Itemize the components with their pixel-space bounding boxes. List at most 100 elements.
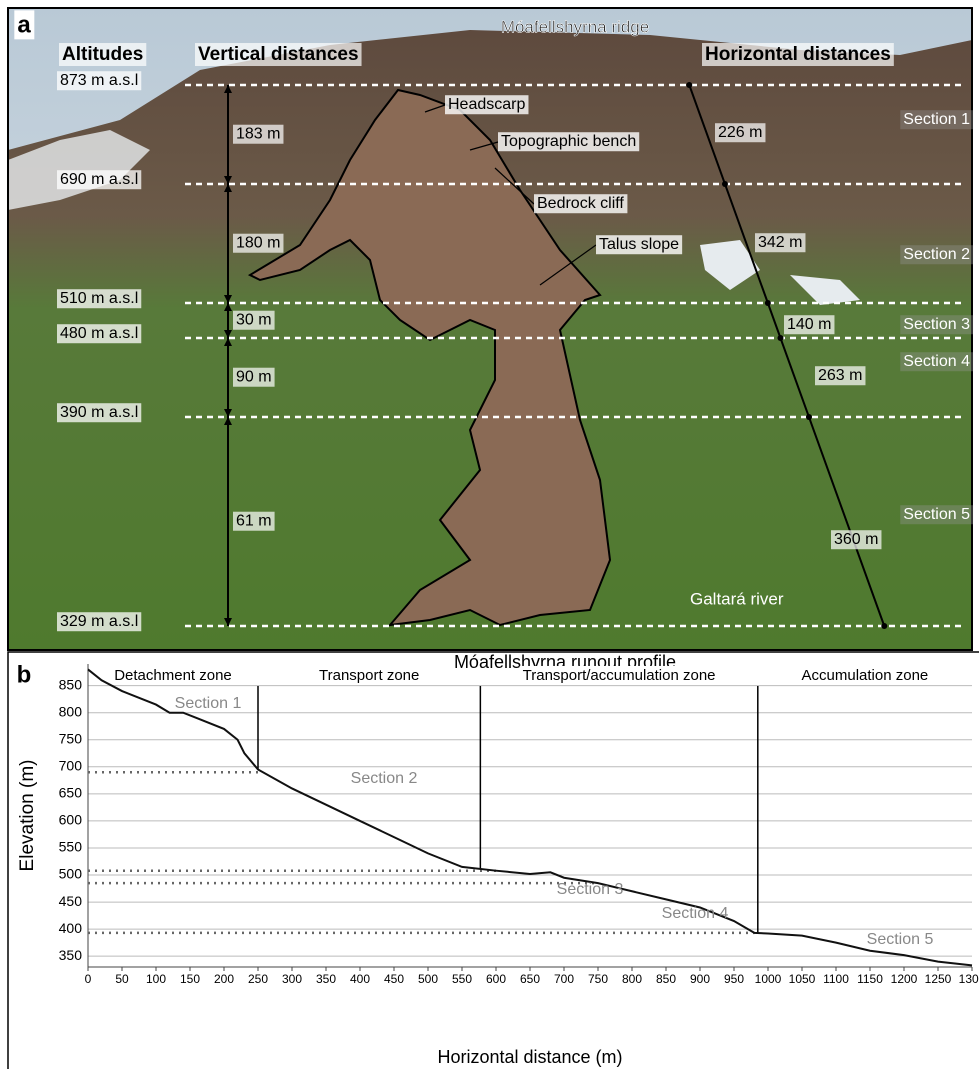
vertical-distance: 61 m [236, 513, 272, 530]
arrowhead [224, 330, 232, 338]
river-label: Galtará river [690, 589, 784, 608]
horizontal-distance-box [715, 123, 766, 143]
section-box [900, 245, 974, 265]
x-tick-label: 1100 [823, 972, 849, 986]
vertical-distance: 90 m [236, 369, 272, 386]
vertical-distance: 180 m [236, 235, 280, 252]
section-label: Section 5 [903, 506, 970, 523]
arrowhead [224, 184, 232, 192]
arrow-node [764, 300, 771, 306]
snow [700, 240, 760, 290]
x-tick-label: 1200 [891, 972, 918, 986]
header: Altitudes [62, 44, 143, 65]
x-tick-label: 800 [622, 972, 642, 986]
zone-label: Detachment zone [114, 667, 232, 684]
altitude-box [57, 324, 142, 344]
altitude-box [57, 289, 142, 309]
horizontal-distance: 342 m [758, 234, 802, 251]
zone-box [519, 665, 719, 685]
arrow-node [686, 82, 693, 88]
horizontal-distance-box [831, 530, 882, 550]
leader-line [539, 244, 597, 286]
horizontal-distance-box [815, 366, 866, 386]
arrowhead [224, 618, 232, 626]
panel-label-box [13, 660, 35, 690]
horizontal-distance: 226 m [718, 124, 762, 141]
header: Horizontal distances [705, 44, 891, 65]
header-box [195, 43, 362, 67]
arrowhead [224, 409, 232, 417]
section-label: Section 3 [557, 881, 624, 898]
leader-line [424, 104, 446, 113]
x-tick-label: 0 [85, 972, 92, 986]
horizontal-distance: 263 m [818, 367, 862, 384]
x-tick-label: 900 [690, 972, 710, 986]
feature-box [498, 132, 640, 152]
y-tick-label: 800 [59, 703, 83, 719]
section-box [900, 315, 974, 335]
header-box [59, 43, 147, 67]
x-tick-label: 50 [115, 972, 129, 986]
feature-box [445, 95, 529, 115]
x-tick-label: 400 [350, 972, 370, 986]
x-tick-label: 350 [316, 972, 336, 986]
section-label: Section 4 [903, 353, 970, 370]
section-label: Section 3 [903, 316, 970, 333]
y-tick-label: 450 [59, 893, 83, 909]
x-axis-label: Horizontal distance (m) [437, 1047, 622, 1067]
x-tick-label: 750 [588, 972, 608, 986]
vertical-distance-box [233, 511, 275, 531]
vertical-distance-box [233, 124, 284, 144]
arrowhead [224, 303, 232, 311]
leader-line [494, 167, 535, 205]
altitude-label: 329 m a.s.l [60, 613, 138, 630]
altitude-label: 390 m a.s.l [60, 404, 138, 421]
x-tick-label: 550 [452, 972, 472, 986]
y-tick-label: 750 [59, 730, 83, 746]
x-tick-label: 450 [384, 972, 404, 986]
horizontal-distance: 360 m [834, 531, 878, 548]
y-tick-label: 600 [59, 812, 83, 828]
x-tick-label: 1000 [755, 972, 782, 986]
altitude-box [57, 612, 142, 632]
header: Vertical distances [198, 44, 359, 65]
zone-box [798, 665, 932, 685]
y-axis-label: Elevation (m) [17, 760, 38, 872]
feature-label: Bedrock cliff [537, 195, 624, 212]
y-tick-label: 550 [59, 839, 83, 855]
arrowhead [224, 295, 232, 303]
section-box [900, 110, 974, 130]
arrow-node [721, 181, 728, 187]
panel-label: a [17, 11, 31, 38]
y-tick-label: 850 [59, 676, 83, 692]
altitude-label: 690 m a.s.l [60, 171, 138, 188]
altitude-box [57, 403, 142, 423]
x-tick-label: 200 [214, 972, 234, 986]
vertical-distance: 30 m [236, 312, 272, 329]
vertical-distance-box [233, 233, 284, 253]
altitude-label: 510 m a.s.l [60, 290, 138, 307]
x-tick-label: 700 [554, 972, 574, 986]
altitude-box [57, 170, 142, 190]
panel-label-box [14, 10, 35, 40]
horizontal-distance-box [755, 233, 806, 253]
arrowhead [224, 338, 232, 346]
y-tick-label: 400 [59, 920, 83, 936]
horizontal-distance: 140 m [787, 316, 831, 333]
arrowhead [224, 417, 232, 425]
altitude-label: 480 m a.s.l [60, 325, 138, 342]
y-tick-label: 700 [59, 758, 83, 774]
landslide-outline [247, 88, 612, 627]
arrowhead [224, 85, 232, 93]
x-tick-label: 250 [248, 972, 268, 986]
vertical-distance-box [233, 367, 275, 387]
x-tick-label: 850 [656, 972, 676, 986]
section-box [900, 505, 974, 525]
section-label: Section 1 [903, 111, 970, 128]
snow [8, 130, 150, 210]
x-tick-label: 1250 [925, 972, 952, 986]
x-tick-label: 600 [486, 972, 506, 986]
zone-label: Accumulation zone [802, 667, 929, 684]
feature-box [534, 194, 628, 214]
